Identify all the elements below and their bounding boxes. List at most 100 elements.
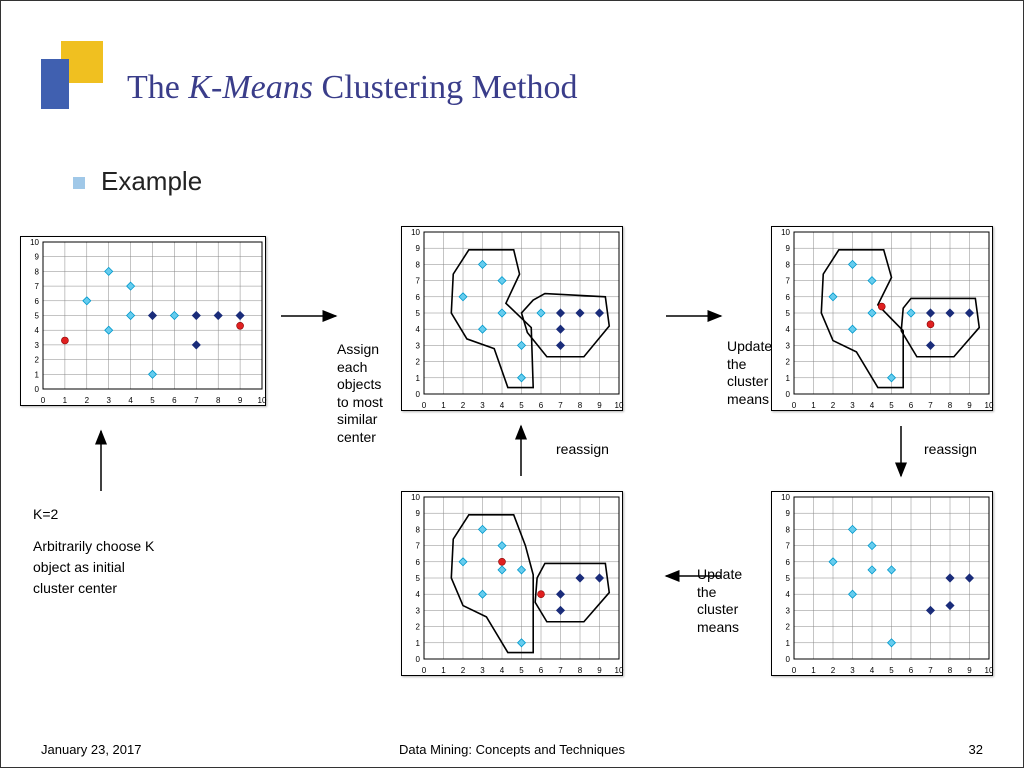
svg-text:6: 6 [172, 396, 177, 405]
svg-text:9: 9 [35, 253, 40, 262]
svg-text:3: 3 [480, 401, 485, 410]
svg-text:7: 7 [416, 277, 421, 286]
svg-text:1: 1 [416, 639, 421, 648]
svg-text:1: 1 [416, 374, 421, 383]
svg-text:2: 2 [416, 358, 421, 367]
svg-text:4: 4 [786, 325, 791, 334]
svg-text:10: 10 [985, 401, 994, 410]
svg-text:8: 8 [416, 525, 421, 534]
svg-text:0: 0 [786, 655, 791, 664]
svg-text:10: 10 [258, 396, 267, 405]
svg-text:6: 6 [786, 558, 791, 567]
svg-text:10: 10 [781, 228, 790, 237]
svg-text:9: 9 [786, 244, 791, 253]
svg-text:3: 3 [416, 341, 421, 350]
subtitle: Example [101, 166, 202, 197]
svg-text:2: 2 [786, 623, 791, 632]
svg-text:4: 4 [870, 666, 875, 675]
svg-text:0: 0 [792, 401, 797, 410]
svg-text:6: 6 [416, 293, 421, 302]
svg-text:8: 8 [578, 401, 583, 410]
label-k2: K=2 [33, 506, 58, 524]
svg-text:1: 1 [35, 370, 40, 379]
svg-text:3: 3 [480, 666, 485, 675]
svg-text:1: 1 [786, 639, 791, 648]
svg-text:1: 1 [811, 401, 816, 410]
svg-text:7: 7 [786, 277, 791, 286]
svg-text:4: 4 [786, 590, 791, 599]
svg-text:9: 9 [597, 401, 602, 410]
svg-text:2: 2 [461, 666, 466, 675]
svg-text:5: 5 [416, 574, 421, 583]
svg-text:2: 2 [831, 401, 836, 410]
svg-text:7: 7 [786, 542, 791, 551]
svg-text:5: 5 [889, 401, 894, 410]
svg-text:9: 9 [597, 666, 602, 675]
svg-text:6: 6 [539, 666, 544, 675]
svg-text:4: 4 [416, 590, 421, 599]
svg-text:10: 10 [411, 493, 420, 502]
chart-c5: 012345678910012345678910 [401, 491, 623, 676]
svg-text:6: 6 [539, 401, 544, 410]
svg-text:9: 9 [967, 401, 972, 410]
svg-text:4: 4 [128, 396, 133, 405]
title-italic: K-Means [188, 69, 313, 106]
svg-text:5: 5 [35, 312, 40, 321]
label-assign: Assign each objects to most similar cent… [337, 341, 397, 446]
svg-text:9: 9 [786, 509, 791, 518]
logo-blue [41, 59, 69, 109]
svg-text:0: 0 [41, 396, 46, 405]
svg-text:6: 6 [35, 297, 40, 306]
label-update-2: Update the cluster means [697, 566, 757, 636]
svg-text:0: 0 [35, 385, 40, 394]
svg-text:6: 6 [909, 401, 914, 410]
svg-text:5: 5 [786, 309, 791, 318]
svg-text:10: 10 [615, 666, 624, 675]
bullet-icon [73, 177, 85, 189]
svg-text:8: 8 [416, 260, 421, 269]
slide: The K-Means Clustering Method Example 01… [0, 0, 1024, 768]
svg-text:8: 8 [786, 260, 791, 269]
title-post: Clustering Method [313, 69, 577, 106]
svg-text:6: 6 [909, 666, 914, 675]
label-reassign-1: reassign [556, 441, 609, 459]
svg-text:4: 4 [35, 326, 40, 335]
svg-text:4: 4 [416, 325, 421, 334]
chart-c4: 012345678910012345678910 [771, 491, 993, 676]
svg-text:10: 10 [615, 401, 624, 410]
svg-text:4: 4 [870, 401, 875, 410]
svg-text:0: 0 [792, 666, 797, 675]
svg-text:4: 4 [500, 666, 505, 675]
svg-text:5: 5 [519, 666, 524, 675]
svg-text:2: 2 [35, 356, 40, 365]
svg-text:8: 8 [35, 267, 40, 276]
svg-text:8: 8 [948, 666, 953, 675]
svg-text:2: 2 [461, 401, 466, 410]
svg-text:3: 3 [416, 606, 421, 615]
svg-text:0: 0 [422, 666, 427, 675]
svg-text:2: 2 [831, 666, 836, 675]
svg-text:5: 5 [786, 574, 791, 583]
svg-text:10: 10 [781, 493, 790, 502]
svg-text:10: 10 [30, 238, 39, 247]
svg-text:5: 5 [416, 309, 421, 318]
svg-text:7: 7 [558, 666, 563, 675]
svg-text:1: 1 [441, 666, 446, 675]
svg-text:9: 9 [416, 244, 421, 253]
svg-text:3: 3 [850, 666, 855, 675]
svg-text:5: 5 [889, 666, 894, 675]
svg-text:5: 5 [150, 396, 155, 405]
svg-text:8: 8 [216, 396, 221, 405]
chart-c3: 012345678910012345678910 [771, 226, 993, 411]
svg-text:10: 10 [411, 228, 420, 237]
svg-text:9: 9 [967, 666, 972, 675]
svg-text:5: 5 [519, 401, 524, 410]
svg-text:1: 1 [63, 396, 68, 405]
svg-text:9: 9 [238, 396, 243, 405]
svg-text:3: 3 [850, 401, 855, 410]
svg-text:7: 7 [416, 542, 421, 551]
svg-text:3: 3 [786, 606, 791, 615]
svg-text:8: 8 [786, 525, 791, 534]
svg-text:9: 9 [416, 509, 421, 518]
svg-text:7: 7 [558, 401, 563, 410]
